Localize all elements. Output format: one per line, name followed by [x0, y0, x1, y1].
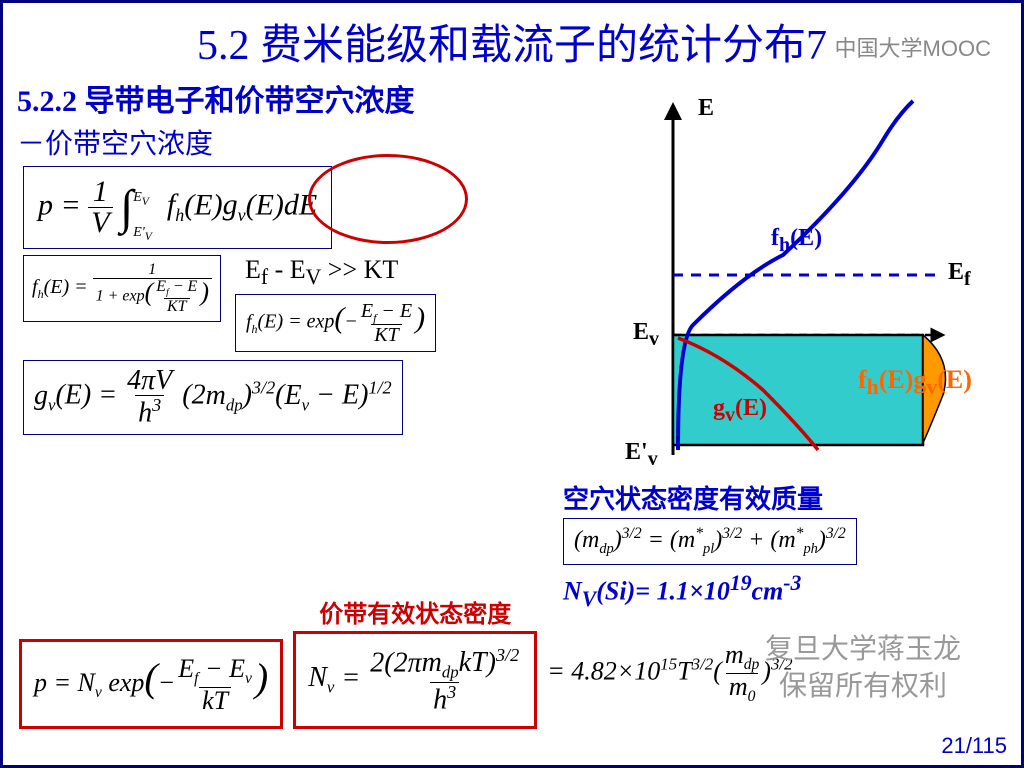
- page-title: 5.2 费米能级和载流子的统计分布7: [3, 3, 1021, 76]
- watermark-line2: 保留所有权利: [779, 671, 947, 702]
- equation-p-integral: p = 1V ∫EVE'V fh(E)gv(E)dE: [23, 166, 332, 249]
- caption-effective-mass: 空穴状态密度有效质量: [563, 479, 1003, 516]
- equation-p-final: p = Nv exp(−Ef − EvkT): [19, 639, 283, 729]
- label-gv: gv(E): [713, 395, 767, 427]
- equation-effective-mass: (mdp)3/2 = (m*pl)3/2 + (m*ph)3/2: [563, 518, 857, 565]
- label-Ef: Ef: [948, 259, 971, 291]
- caption-nv: 价带有效状态密度: [319, 594, 511, 629]
- label-Ev: Ev: [633, 319, 659, 351]
- energy-diagram: E Ef Ev E'v fh(E) gv(E) fh(E)gv(E): [603, 95, 1003, 465]
- equation-nv: Nv = 2(2πmdpkT)3/2h3: [293, 631, 537, 729]
- watermark-line1: 复旦大学蒋玉龙: [765, 634, 961, 665]
- equation-fh-approx: fh(E) = exp(−Ef − EKT): [235, 294, 436, 352]
- watermark-copyright: 复旦大学蒋玉龙 保留所有权利: [765, 632, 961, 705]
- equation-fh-full: fh(E) = 1 1 + exp(Ef − EKT): [23, 255, 221, 322]
- axis-label-E: E: [698, 95, 714, 122]
- equation-gv: gv(E) = 4πVh3 (2mdp)3/2(Ev − E)1/2: [23, 360, 403, 434]
- label-Evp: E'v: [625, 439, 658, 471]
- label-fh: fh(E): [771, 225, 822, 257]
- page-number: 21/115: [941, 733, 1007, 759]
- condition-text: Ef - EV >> KT: [245, 255, 436, 290]
- label-product: fh(E)gv(E): [858, 365, 972, 400]
- equation-nv-numeric: = 4.82×1015T3/2(mdpm0)3/2: [547, 642, 792, 729]
- diagram-svg: [603, 95, 1003, 465]
